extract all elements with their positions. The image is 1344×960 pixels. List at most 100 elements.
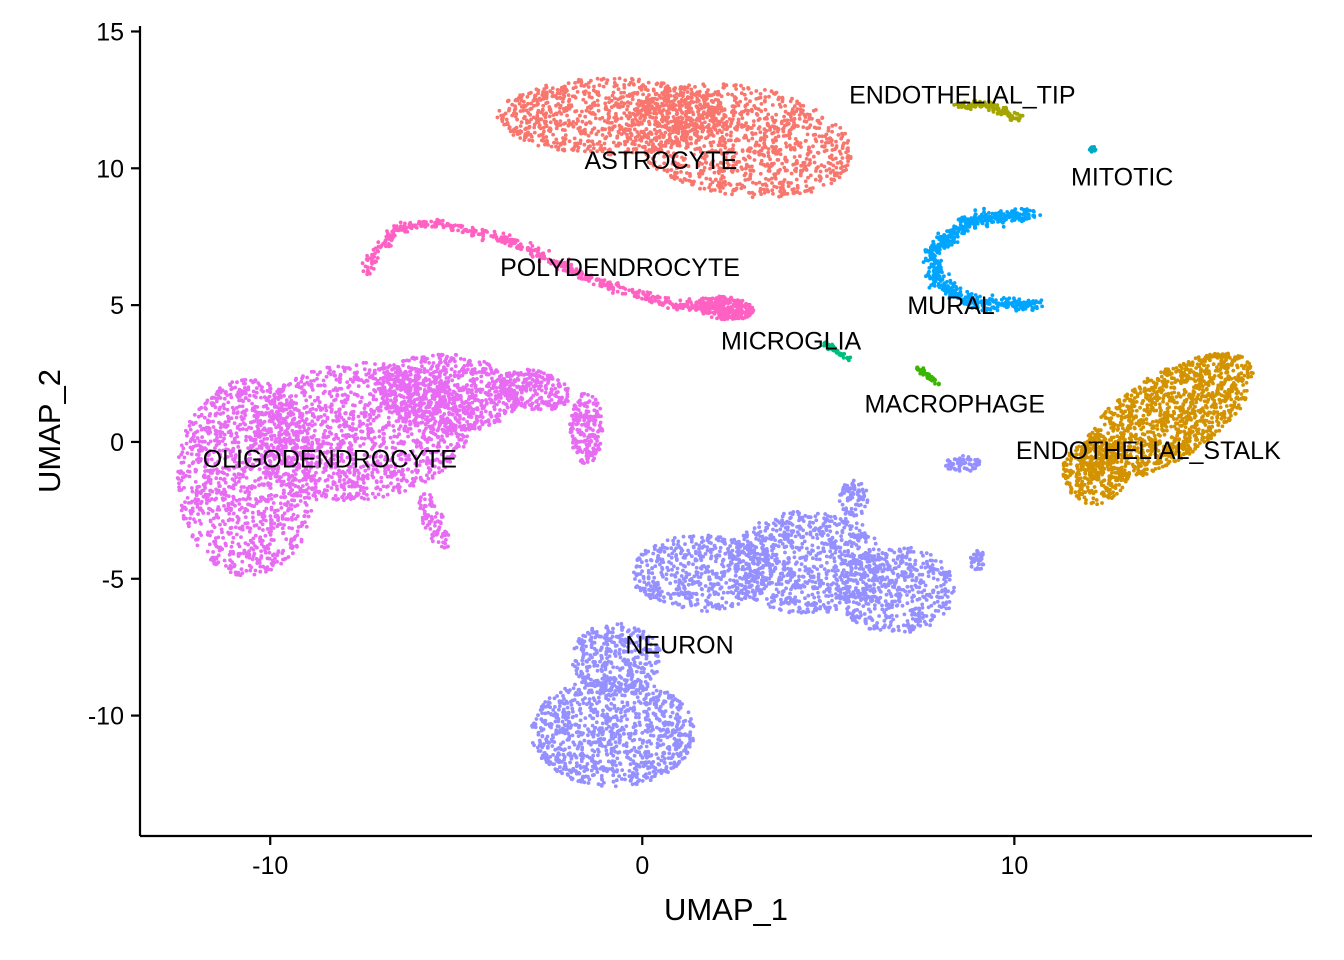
data-point — [842, 141, 846, 146]
data-point — [839, 161, 844, 166]
data-point — [218, 476, 223, 481]
data-point — [309, 508, 314, 513]
data-point — [721, 186, 725, 190]
data-point — [662, 168, 667, 173]
data-point — [551, 132, 555, 137]
data-point — [739, 165, 744, 170]
data-point — [659, 148, 664, 153]
data-point — [833, 147, 837, 152]
data-point — [793, 141, 798, 146]
data-point — [756, 96, 761, 100]
data-point — [203, 439, 207, 444]
data-point — [695, 130, 700, 134]
data-point — [665, 111, 670, 116]
data-point — [986, 104, 991, 108]
data-point — [579, 83, 584, 88]
data-point — [290, 428, 295, 433]
data-point — [230, 380, 235, 384]
data-point — [810, 116, 814, 121]
data-point — [739, 83, 743, 88]
data-point — [968, 107, 973, 112]
data-point — [982, 100, 987, 105]
data-point — [272, 521, 277, 526]
data-point — [788, 143, 792, 148]
data-point — [680, 304, 684, 309]
data-point — [617, 105, 622, 110]
data-point — [745, 127, 750, 131]
data-point — [276, 522, 281, 527]
data-point — [214, 392, 219, 397]
data-point — [611, 90, 616, 95]
data-point — [746, 86, 751, 91]
data-point — [827, 167, 832, 171]
data-point — [1030, 307, 1035, 311]
data-point — [714, 304, 718, 309]
data-point — [982, 214, 987, 219]
data-point — [633, 135, 638, 140]
data-point — [813, 132, 818, 137]
data-point — [220, 388, 225, 393]
data-point — [244, 434, 249, 439]
data-point — [563, 84, 567, 89]
data-point — [795, 107, 800, 111]
data-point — [945, 229, 949, 234]
data-point — [187, 524, 191, 529]
data-point — [462, 228, 466, 233]
data-point — [724, 83, 729, 88]
data-point — [822, 149, 827, 154]
data-point — [530, 138, 535, 143]
data-point — [595, 76, 600, 81]
data-point — [193, 480, 198, 484]
data-point — [713, 178, 718, 182]
data-point — [987, 216, 992, 221]
data-point — [751, 180, 755, 185]
data-point — [229, 416, 234, 421]
data-point — [808, 173, 813, 178]
data-point — [684, 109, 689, 114]
data-point — [218, 412, 223, 416]
data-point — [636, 122, 640, 127]
data-point — [711, 92, 716, 97]
data-point — [567, 106, 572, 111]
data-point — [226, 414, 230, 419]
data-point — [652, 127, 657, 132]
data-point — [189, 486, 194, 490]
data-point — [688, 174, 692, 178]
data-point — [541, 132, 545, 137]
data-point — [580, 119, 585, 124]
data-point — [1020, 113, 1025, 118]
data-point — [302, 496, 307, 500]
data-point — [678, 85, 683, 89]
data-point — [630, 122, 635, 126]
data-point — [595, 149, 600, 154]
data-point — [453, 223, 458, 228]
data-point — [221, 536, 226, 540]
data-point — [256, 381, 261, 385]
data-point — [214, 432, 219, 437]
data-point — [739, 186, 744, 191]
data-point — [687, 178, 692, 183]
data-point — [667, 106, 671, 111]
data-point — [744, 121, 748, 125]
data-point — [190, 534, 195, 538]
data-point — [759, 192, 763, 197]
data-point — [927, 285, 932, 290]
data-point — [639, 135, 644, 140]
data-point — [758, 171, 763, 176]
data-point — [534, 87, 539, 92]
data-point — [413, 223, 417, 228]
data-point — [666, 296, 671, 300]
data-point — [592, 126, 597, 131]
data-point — [289, 537, 294, 542]
data-point — [733, 83, 737, 88]
data-point — [673, 135, 678, 140]
data-point — [932, 274, 937, 279]
data-point — [832, 173, 837, 178]
data-point — [643, 115, 647, 120]
data-point — [640, 296, 644, 301]
data-point — [792, 120, 796, 125]
data-point — [672, 88, 677, 93]
data-point — [737, 160, 742, 164]
data-point — [239, 567, 244, 571]
data-point — [718, 302, 722, 307]
